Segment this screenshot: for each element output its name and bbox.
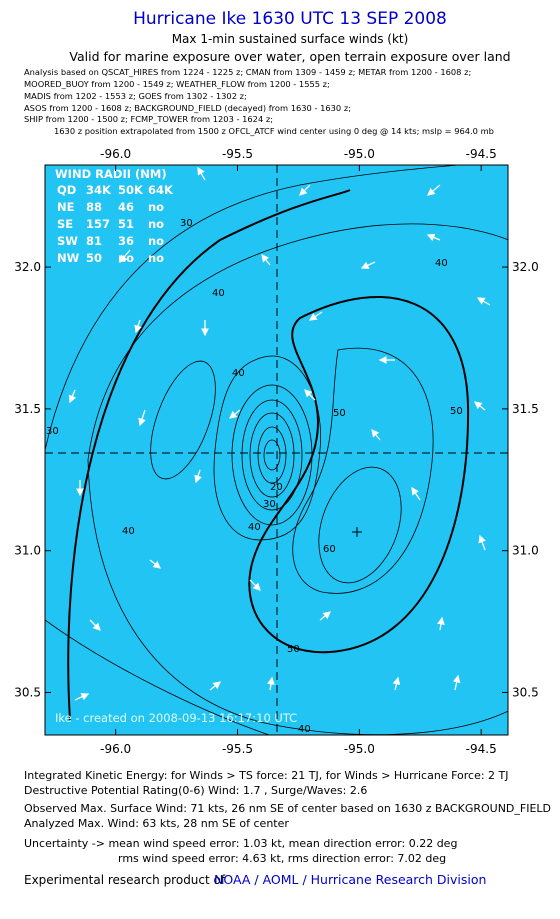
y-tick-label: 32.0 [512, 260, 539, 274]
y-tick-label: 30.5 [14, 685, 41, 699]
source-line: MOORED_BUOY from 1200 - 1549 z; WEATHER_… [24, 79, 330, 89]
wind-radii-cell: 46 [118, 200, 134, 214]
wind-radii-cell: no [148, 200, 164, 214]
contour-label: 50 [450, 406, 463, 417]
contour-label: 60 [323, 544, 336, 555]
axes: -96.0 -96.0 -95.5 -95.5 -95.0 -95.0 -94.5 -94.5… [14, 147, 538, 756]
wind-radii-cell: no [148, 234, 164, 248]
wind-arrows [68, 166, 491, 701]
organization: NOAA / AOML / Hurricane Research Divisio… [214, 872, 486, 887]
wind-radii-cell: no [118, 251, 134, 265]
contour-label: 20 [270, 482, 283, 493]
product-note: Experimental research product of [24, 873, 226, 887]
y-tick-label: 31.0 [512, 544, 539, 558]
source-line: MADIS from 1202 - 1553 z; GOES from 1302… [24, 91, 247, 101]
wind-radii-cell: 36 [118, 234, 134, 248]
wind-radii-cell: no [148, 251, 164, 265]
contour-label: 50 [333, 408, 346, 419]
contour-label: 40 [248, 522, 261, 533]
wind-radii-cell: 157 [86, 217, 110, 231]
wind-radii-table: WIND RADII (NM) QD 34K 50K 64K NE 88 46 no SE 157… [55, 167, 174, 265]
map-frame [44, 164, 509, 736]
x-tick-label: -94.5 [466, 742, 497, 756]
wind-radii-cell: NW [57, 251, 80, 265]
footer-line: Uncertainty -> mean wind speed error: 1.… [24, 837, 457, 850]
wind-radii-grid: QD 34K 50K 64K NE 88 46 no SE 157 51 no SW 81 36 no NW 50… [57, 183, 174, 265]
max-wind-marker [352, 527, 362, 537]
contour-label: 40 [122, 526, 135, 537]
source-line: 1630 z position extrapolated from 1500 z… [54, 126, 494, 136]
wind-radii-header: 64K [148, 183, 174, 197]
x-tick-label: -95.0 [344, 147, 375, 161]
contour-labels: 30 40 40 40 40 40 50 50 50 60 30 20 30 4… [46, 218, 463, 735]
x-tick-label: -95.5 [222, 147, 253, 161]
wind-field [45, 165, 508, 735]
y-tick-label: 30.5 [512, 685, 539, 699]
footer-line: Analyzed Max. Wind: 63 kts, 28 nm SE of … [24, 817, 289, 830]
y-tick-label: 31.5 [14, 402, 41, 416]
x-tick-label: -96.0 [100, 742, 131, 756]
footer-line: Destructive Potential Rating(0-6) Wind: … [24, 784, 367, 797]
wind-radii-cell: 51 [118, 217, 134, 231]
footer-line: rms wind speed error: 4.63 kt, rms direc… [118, 852, 446, 865]
x-tick-label: -96.0 [100, 147, 131, 161]
wind-radii-title: WIND RADII (NM) [55, 167, 167, 181]
source-line: Analysis based on QSCAT_HIRES from 1224 … [24, 67, 471, 77]
validity: Valid for marine exposure over water, op… [69, 49, 510, 64]
source-line: SHIP from 1200 - 1500 z; FCMP_TOWER from… [24, 114, 273, 124]
wind-radii-header: 50K [118, 183, 144, 197]
contour-label: 30 [263, 499, 276, 510]
source-line: ASOS from 1200 - 1608 z; BACKGROUND_FIEL… [24, 103, 351, 113]
contour-label: 30 [46, 426, 59, 437]
wind-radii-cell: SW [57, 234, 78, 248]
y-tick-label: 32.0 [14, 260, 41, 274]
title: Hurricane Ike 1630 UTC 13 SEP 2008 [133, 9, 447, 29]
contour-label: 40 [232, 368, 245, 379]
x-tick-label: -94.5 [466, 147, 497, 161]
wind-radii-header: QD [57, 183, 76, 197]
footer-line: Observed Max. Surface Wind: 71 kts, 26 n… [24, 802, 551, 815]
subtitle: Max 1-min sustained surface winds (kt) [172, 32, 409, 46]
contour-label: 30 [180, 218, 193, 229]
wind-radii-cell: no [148, 217, 164, 231]
x-tick-label: -95.5 [222, 742, 253, 756]
contour-label: 40 [435, 258, 448, 269]
wind-radii-cell: SE [57, 217, 73, 231]
credit: Ike - created on 2008-09-13 16:17:10 UTC [55, 711, 297, 725]
footer-line: Integrated Kinetic Energy: for Winds > T… [24, 769, 509, 782]
wind-radii-cell: 50 [86, 251, 102, 265]
contour-label: 40 [298, 724, 311, 735]
wind-radii-header: 34K [86, 183, 112, 197]
y-tick-label: 31.5 [512, 402, 539, 416]
x-tick-label: -95.0 [344, 742, 375, 756]
contour-label: 50 [287, 644, 300, 655]
wind-radii-cell: NE [57, 200, 75, 214]
wind-radii-cell: 88 [86, 200, 102, 214]
wind-radii-cell: 81 [86, 234, 102, 248]
y-tick-label: 31.0 [14, 544, 41, 558]
contour-label: 40 [212, 288, 225, 299]
